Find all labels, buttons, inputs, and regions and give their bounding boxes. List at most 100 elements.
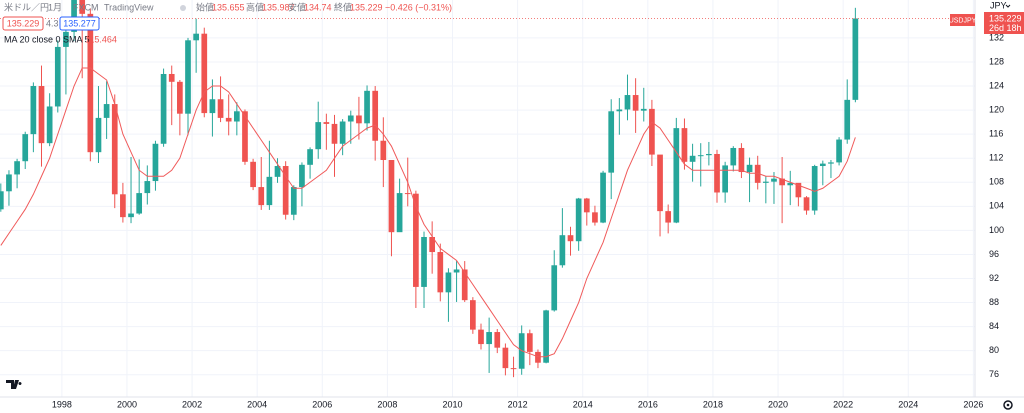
- y-tick-label: 84: [989, 321, 999, 331]
- candle-body: [6, 174, 12, 192]
- candle-body: [22, 134, 29, 162]
- candle-body: [567, 235, 574, 242]
- candle-body: [258, 187, 265, 206]
- sell-price[interactable]: 135.229: [7, 18, 40, 28]
- candle-body: [502, 347, 509, 369]
- x-tick-label: 2026: [963, 399, 983, 409]
- open-value: 135.655: [212, 2, 245, 12]
- candle-body: [299, 164, 305, 188]
- countdown: 26d 18h: [989, 23, 1022, 33]
- candle-body: [250, 161, 256, 188]
- candle-body: [242, 111, 248, 162]
- currency-caret[interactable]: [1005, 4, 1011, 8]
- candle-body: [282, 166, 289, 215]
- candle-body: [160, 73, 167, 144]
- candle-body: [331, 123, 338, 144]
- candle-body: [225, 117, 232, 122]
- candle-body: [87, 13, 94, 153]
- x-tick-label: 2022: [833, 399, 853, 409]
- candle-body: [79, 0, 86, 14]
- x-tick-label: 2016: [638, 399, 658, 409]
- candle-body: [608, 111, 615, 173]
- candle-body: [323, 122, 330, 124]
- candle-body: [665, 211, 672, 223]
- x-tick-label: 2004: [247, 399, 267, 409]
- y-tick-label: 124: [989, 80, 1004, 90]
- candle-body: [844, 99, 851, 140]
- y-tick-label: 128: [989, 56, 1004, 66]
- x-tick-label: 2002: [182, 399, 202, 409]
- platform: TradingView: [104, 2, 154, 12]
- buy-price[interactable]: 135.277: [63, 18, 96, 28]
- candle-body: [453, 269, 460, 273]
- candle-body: [290, 187, 297, 215]
- candle-body: [185, 40, 191, 114]
- candle-body: [771, 178, 777, 182]
- candle-body: [673, 128, 680, 223]
- ma-legend[interactable]: MA 20 close 0 SMA 5: [4, 34, 90, 44]
- candle-body: [111, 104, 118, 195]
- candle-body: [38, 86, 45, 144]
- candle-body: [177, 81, 183, 114]
- candle-body: [364, 90, 370, 124]
- candle-body: [46, 106, 53, 144]
- candle-body: [63, 31, 69, 47]
- candle-body: [657, 154, 663, 212]
- x-tick-label: 2014: [573, 399, 593, 409]
- candle-body: [120, 194, 126, 218]
- ma-line: [0, 67, 856, 358]
- candle-body: [152, 143, 159, 182]
- candle-body: [217, 99, 224, 118]
- y-tick-label: 104: [989, 201, 1004, 211]
- sell-button[interactable]: [2, 16, 44, 31]
- tv-logo[interactable]: [6, 380, 22, 389]
- candle-body: [380, 140, 387, 161]
- y-tick-label: 76: [989, 369, 999, 379]
- x-tick-label: 2008: [377, 399, 397, 409]
- candle-body: [640, 108, 647, 111]
- candle-body: [437, 252, 444, 293]
- candle-body: [649, 108, 655, 155]
- candle-body: [828, 162, 834, 164]
- candle-body: [193, 33, 199, 41]
- candle-body: [706, 153, 712, 156]
- candle-body: [852, 18, 859, 100]
- candle-body: [14, 161, 20, 175]
- last-price-tag: [984, 12, 1024, 34]
- buy-button[interactable]: [59, 16, 100, 31]
- candle-body: [233, 111, 240, 122]
- change: −0.426 (−0.31%): [385, 2, 452, 12]
- candle-body: [681, 128, 688, 162]
- x-tick-label: 2006: [312, 399, 332, 409]
- candle-body: [30, 86, 37, 135]
- candle-body: [429, 236, 436, 253]
- candle-body: [494, 332, 501, 348]
- x-tick-label: 2018: [703, 399, 723, 409]
- candle-body: [714, 153, 720, 193]
- symbol-tag: [950, 14, 975, 26]
- candle-body: [445, 272, 452, 293]
- symbol-tag-text: USDJPY: [949, 17, 977, 24]
- candle-body: [128, 213, 134, 218]
- close-label: 終値: [334, 1, 352, 12]
- open-label: 始値: [196, 1, 214, 12]
- interval[interactable]: 1月: [48, 2, 62, 12]
- x-tick-label: 2020: [768, 399, 788, 409]
- candle-body: [168, 73, 175, 82]
- candle-body: [787, 182, 794, 186]
- y-tick-label: 88: [989, 297, 999, 307]
- candle-body: [201, 33, 208, 114]
- symbol-name[interactable]: 米ドル／円: [4, 1, 49, 12]
- close-value: 135.229: [350, 2, 383, 12]
- candle-body: [315, 122, 322, 150]
- y-tick-label: 100: [989, 225, 1004, 235]
- candle-body: [356, 115, 362, 124]
- candle-body: [575, 198, 582, 242]
- currency[interactable]: JPY: [990, 0, 1007, 10]
- candle-body: [795, 182, 802, 198]
- status-dot: [180, 5, 186, 11]
- candle-body: [543, 310, 549, 363]
- settings-icon[interactable]: [1003, 400, 1013, 410]
- candle-body: [811, 166, 818, 211]
- y-tick-label: 80: [989, 345, 999, 355]
